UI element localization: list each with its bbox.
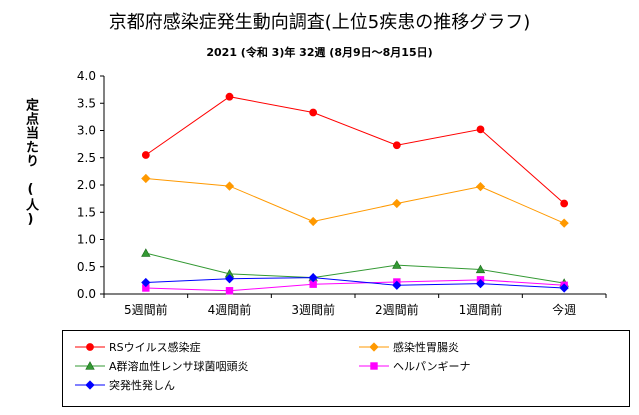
y-tick-label: 2.0	[77, 178, 96, 192]
legend-item: 感染性胃腸炎	[359, 339, 459, 355]
series-5	[141, 273, 569, 293]
x-tick-label: 4週間前	[208, 302, 252, 317]
data-point	[475, 264, 486, 274]
data-point	[141, 277, 151, 288]
y-axis-label: 定点当たり (人)	[23, 98, 38, 228]
chart-subtitle: 2021 (令和 3)年 32週 (8月9日～8月15日)	[206, 46, 433, 59]
y-tick-label: 2.5	[77, 151, 96, 165]
legend-swatch	[75, 343, 105, 351]
y-tick-label: 1.0	[77, 233, 96, 247]
legend-marker	[86, 343, 94, 351]
series-3	[141, 248, 569, 287]
y-tick-label: 4.0	[77, 69, 96, 83]
data-point	[225, 92, 234, 101]
legend-marker	[85, 361, 95, 370]
x-tick-label: 2週間前	[375, 302, 419, 317]
y-tick-label: 1.5	[77, 205, 96, 219]
legend-marker	[369, 342, 379, 352]
data-point	[559, 218, 569, 228]
series-2	[141, 173, 569, 228]
series-line	[145, 177, 565, 224]
legend-label: A群溶血性レンサ球菌咽頭炎	[109, 360, 249, 373]
legend-marker	[85, 380, 95, 390]
data-point	[559, 283, 569, 293]
legend: RSウイルス感染症 感染性胃腸炎 A群溶血性レンサ球菌咽頭炎 ヘルパンギーナ突発性発し…	[62, 330, 630, 407]
legend-item: ヘルパンギーナ	[359, 358, 471, 374]
data-point	[475, 279, 486, 289]
legend-item: 突発性発しん	[75, 377, 175, 393]
series-line	[145, 252, 565, 284]
data-point	[224, 181, 235, 191]
data-point	[224, 274, 235, 284]
line-chart: 0.0 0.5 1.0 1.5 2.0 2.5 3.0 3.5 4.0 5週間前 4週間前 3週間前 2…	[77, 69, 607, 317]
data-point	[476, 125, 485, 134]
y-tick-label: 0.5	[77, 260, 96, 274]
data-point	[308, 273, 318, 283]
data-point	[392, 280, 402, 290]
legend-swatch	[75, 380, 105, 390]
legend-item: A群溶血性レンサ球菌咽頭炎	[75, 358, 249, 374]
x-tick-label: 今週	[552, 302, 576, 317]
data-point	[475, 182, 486, 192]
legend-item: RSウイルス感染症	[75, 339, 201, 355]
data-point	[392, 260, 402, 269]
series-line	[145, 96, 565, 204]
legend-label: ヘルパンギーナ	[393, 360, 471, 373]
data-point	[392, 141, 401, 150]
series-line	[145, 279, 565, 292]
data-point	[309, 108, 318, 117]
data-point	[225, 287, 234, 295]
legend-marker	[370, 362, 378, 370]
data-point	[141, 151, 150, 159]
chart-title: 京都府感染症発生動向調査(上位5疾患の推移グラフ)	[108, 12, 531, 33]
series-line	[145, 277, 565, 289]
data-point	[308, 216, 318, 227]
y-tick-label: 3.5	[77, 96, 96, 110]
x-tick-label: 1週間前	[459, 302, 503, 317]
legend-label: RSウイルス感染症	[109, 341, 201, 354]
legend-swatch	[75, 361, 105, 370]
legend-label: 感染性胃腸炎	[393, 341, 459, 354]
x-tick-label: 3週間前	[291, 302, 335, 317]
legend-swatch	[359, 342, 389, 352]
y-tick-label: 3.0	[77, 124, 96, 138]
legend-label: 突発性発しん	[109, 379, 175, 392]
data-point	[141, 173, 151, 184]
data-point	[141, 248, 151, 257]
series-1	[141, 92, 569, 208]
data-point	[392, 198, 402, 209]
legend-swatch	[359, 362, 389, 370]
data-point	[560, 199, 569, 208]
y-tick-label: 0.0	[77, 287, 96, 301]
x-tick-label: 5週間前	[124, 302, 168, 317]
